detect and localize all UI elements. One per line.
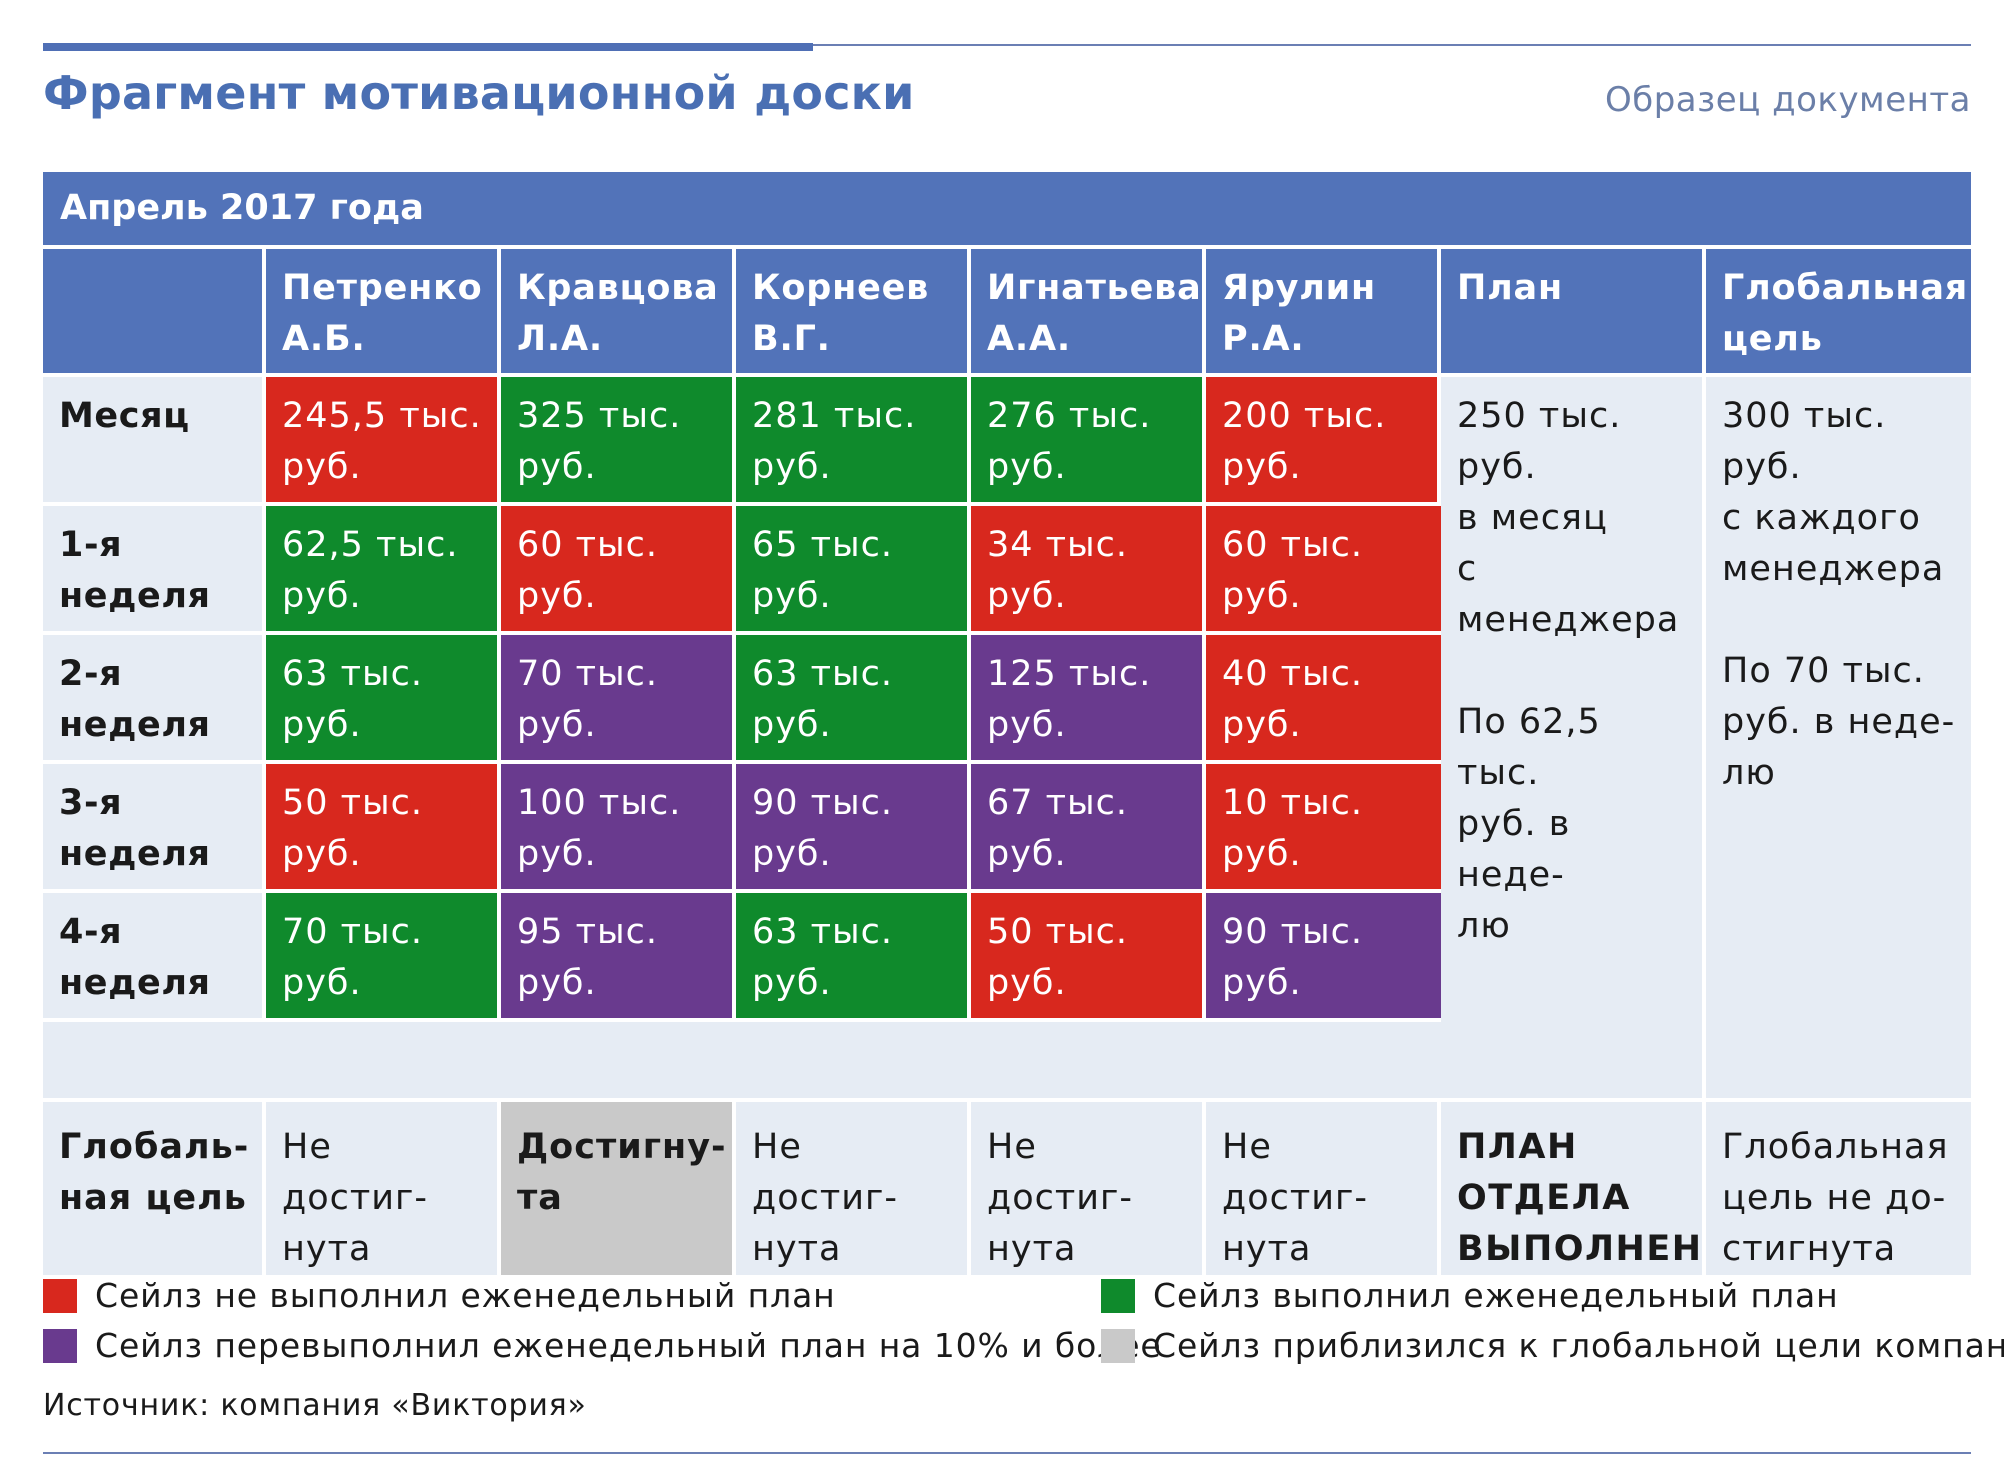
row-label: 2-я неделя xyxy=(43,635,266,764)
sales-cell-green: 325 тыс. руб. xyxy=(501,377,736,506)
plan-text: 250 тыс. руб. в месяц с менеджера По 62,… xyxy=(1457,396,1680,946)
global-goal-text: 300 тыс. руб. с каждого менеджера По 70 … xyxy=(1722,396,1956,793)
top-rule xyxy=(43,44,1971,46)
corner-cell xyxy=(43,249,266,377)
column-header-global-goal: Глобальная цель xyxy=(1706,249,1971,377)
goal-status-not-achieved: Не достиг- нута xyxy=(1206,1102,1441,1279)
sales-cell-green: 63 тыс. руб. xyxy=(266,635,501,764)
sales-cell-purple: 125 тыс. руб. xyxy=(971,635,1206,764)
column-header-manager: Игнатьева А.А. xyxy=(971,249,1206,377)
table-row: 1-я неделя 62,5 тыс. руб. 60 тыс. руб. 65 т… xyxy=(43,506,1971,635)
legend-item-approached-goal: Сейлз приблизился к глобальной цели комп… xyxy=(1101,1326,2004,1365)
row-label: 4-я неделя xyxy=(43,893,266,1022)
row-label: 3-я неделя xyxy=(43,764,266,893)
header-row: Петренко А.Б. Кравцова Л.А. Корнеев В.Г. Иг… xyxy=(43,249,1971,377)
plan-result: ПЛАН ОТДЕЛА ВЫПОЛНЕН xyxy=(1441,1102,1706,1279)
sales-cell-purple: 67 тыс. руб. xyxy=(971,764,1206,893)
global-goal-row: Глобаль- ная цель Не достиг- нута Достигну… xyxy=(43,1102,1971,1279)
column-header-manager: Корнеев В.Г. xyxy=(736,249,971,377)
sales-cell-green: 70 тыс. руб. xyxy=(266,893,501,1022)
sales-cell-purple: 95 тыс. руб. xyxy=(501,893,736,1022)
sales-cell-green: 63 тыс. руб. xyxy=(736,893,971,1022)
sales-cell-red: 10 тыс. руб. xyxy=(1206,764,1441,893)
row-label: 1-я неделя xyxy=(43,506,266,635)
bottom-rule xyxy=(43,1452,1971,1454)
goal-status-not-achieved: Не достиг- нута xyxy=(971,1102,1206,1279)
legend: Сейлз не выполнил еженедельный план Сейл… xyxy=(43,1276,2004,1386)
sales-cell-purple: 90 тыс. руб. xyxy=(1206,893,1441,1022)
legend-swatch-purple xyxy=(43,1328,77,1363)
legend-item-met: Сейлз выполнил еженедельный план xyxy=(1101,1276,1839,1315)
column-header-manager: Кравцова Л.А. xyxy=(501,249,736,377)
column-header-manager: Петренко А.Б. xyxy=(266,249,501,377)
motivation-board: Апрель 2017 года Петренко А.Б. Кравцова Л… xyxy=(43,172,1971,1279)
row-label: Месяц xyxy=(43,377,266,506)
legend-label: Сейлз перевыполнил еженедельный план на … xyxy=(95,1326,1162,1365)
table-row: 2-я неделя 63 тыс. руб. 70 тыс. руб. 63 тыс… xyxy=(43,635,1971,764)
sales-cell-purple: 100 тыс. руб. xyxy=(501,764,736,893)
sales-cell-red: 40 тыс. руб. xyxy=(1206,635,1441,764)
top-accent-rule xyxy=(43,43,813,51)
sales-cell-green: 63 тыс. руб. xyxy=(736,635,971,764)
goal-status-not-achieved: Не достиг- нута xyxy=(736,1102,971,1279)
sales-cell-green: 281 тыс. руб. xyxy=(736,377,971,506)
goal-status-not-achieved: Не достиг- нута xyxy=(266,1102,501,1279)
table-row: 4-я неделя 70 тыс. руб. 95 тыс. руб. 63 тыс… xyxy=(43,893,1971,1022)
source-note: Источник: компания «Виктория» xyxy=(43,1388,587,1423)
sales-cell-green: 62,5 тыс. руб. xyxy=(266,506,501,635)
legend-label: Сейлз приблизился к глобальной цели комп… xyxy=(1153,1326,2004,1365)
plan-description: 250 тыс. руб. в месяц с менеджера По 62,… xyxy=(1441,377,1706,1102)
legend-swatch-gray xyxy=(1101,1328,1135,1363)
sales-cell-red: 245,5 тыс. руб. xyxy=(266,377,501,506)
sales-cell-red: 60 тыс. руб. xyxy=(1206,506,1441,635)
board-table: Петренко А.Б. Кравцова Л.А. Корнеев В.Г. Иг… xyxy=(43,249,1971,1279)
legend-item-exceeded: Сейлз перевыполнил еженедельный план на … xyxy=(43,1326,1162,1365)
spacer-cell xyxy=(43,1022,1441,1102)
sales-cell-red: 50 тыс. руб. xyxy=(971,893,1206,1022)
row-label: Глобаль- ная цель xyxy=(43,1102,266,1279)
sales-cell-purple: 90 тыс. руб. xyxy=(736,764,971,893)
goal-status-achieved: Достигну- та xyxy=(501,1102,736,1279)
legend-swatch-green xyxy=(1101,1278,1135,1313)
column-header-plan: План xyxy=(1441,249,1706,377)
sales-cell-red: 200 тыс. руб. xyxy=(1206,377,1441,506)
global-goal-description: 300 тыс. руб. с каждого менеджера По 70 … xyxy=(1706,377,1971,1102)
column-header-manager: Ярулин Р.А. xyxy=(1206,249,1441,377)
sales-cell-red: 34 тыс. руб. xyxy=(971,506,1206,635)
legend-item-not-met: Сейлз не выполнил еженедельный план xyxy=(43,1276,836,1315)
document-sample-label: Образец документа xyxy=(1605,80,1971,120)
page-title: Фрагмент мотивационной доски xyxy=(43,66,915,120)
sales-cell-purple: 70 тыс. руб. xyxy=(501,635,736,764)
sales-cell-green: 276 тыс. руб. xyxy=(971,377,1206,506)
sales-cell-red: 60 тыс. руб. xyxy=(501,506,736,635)
spacer-row xyxy=(43,1022,1971,1102)
legend-swatch-red xyxy=(43,1278,77,1313)
month-header: Апрель 2017 года xyxy=(43,172,1971,249)
sales-cell-red: 50 тыс. руб. xyxy=(266,764,501,893)
legend-label: Сейлз не выполнил еженедельный план xyxy=(95,1276,836,1315)
table-row: 3-я неделя 50 тыс. руб. 100 тыс. руб. 90 ты… xyxy=(43,764,1971,893)
sales-cell-green: 65 тыс. руб. xyxy=(736,506,971,635)
legend-label: Сейлз выполнил еженедельный план xyxy=(1153,1276,1839,1315)
table-row: Месяц 245,5 тыс. руб. 325 тыс. руб. 281 тыс… xyxy=(43,377,1971,1102)
global-goal-result: Глобальная цель не до- стигнута xyxy=(1706,1102,1971,1279)
